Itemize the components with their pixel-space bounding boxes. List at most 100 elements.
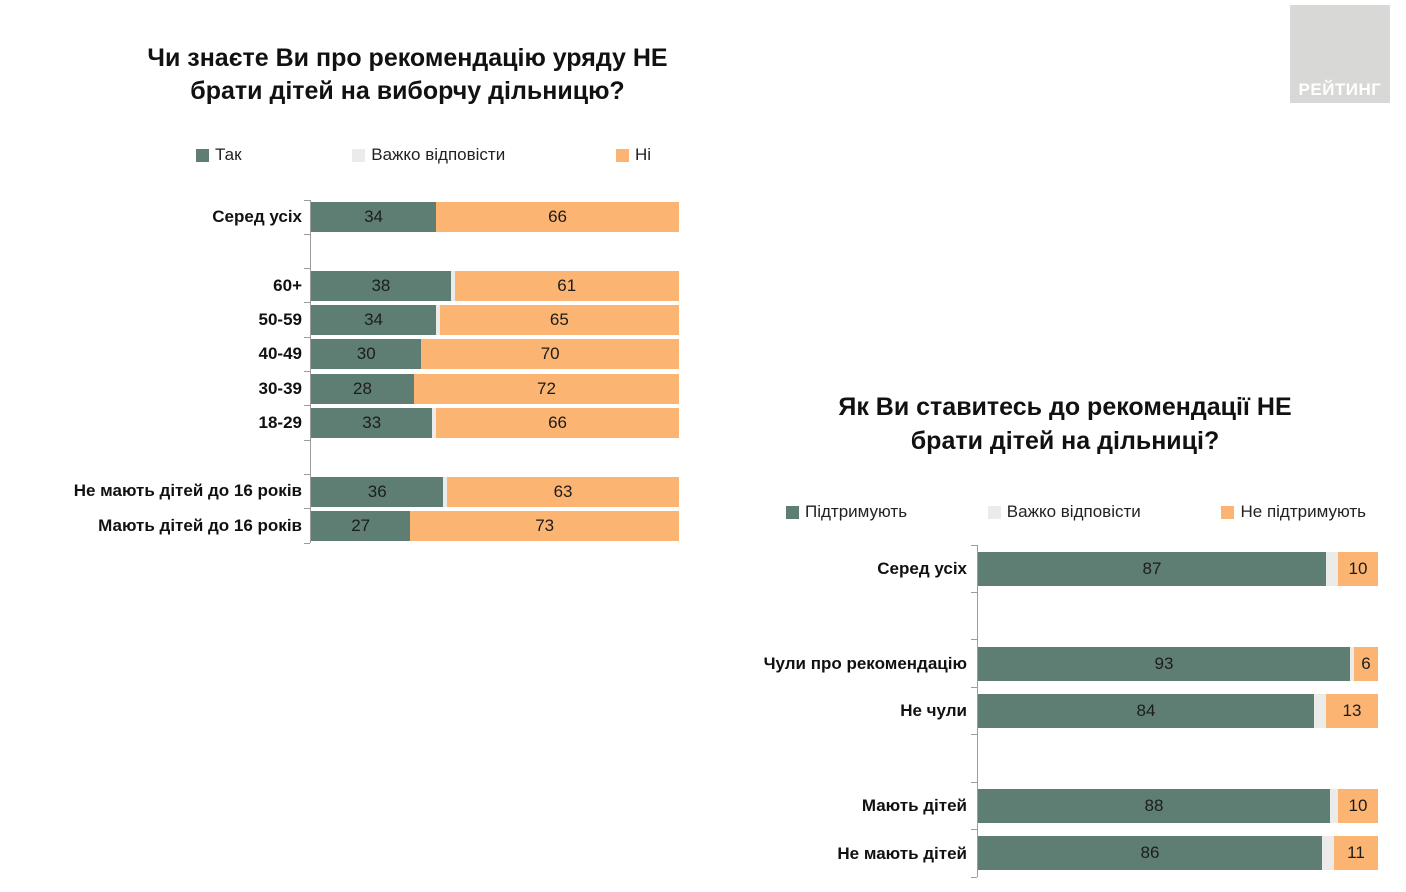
axis-tick (971, 829, 977, 831)
bar-segment: 72 (414, 373, 679, 404)
bar-value-label: 27 (351, 515, 371, 535)
chart-attitude-legend: Підтримують Важко відповісти Не підтриму… (786, 501, 1366, 523)
bar-value-label: 87 (1142, 558, 1162, 578)
legend-swatch-gray-icon (352, 148, 366, 162)
bar-segment: 34 (311, 202, 437, 233)
bar-value-label: 65 (549, 310, 569, 330)
chart-attitude-plot: 87 10 93 6 84 13 88 10 86 11 (971, 544, 1378, 878)
axis-tick (971, 876, 977, 878)
bar-row: 86 11 (978, 836, 1378, 871)
bar-segment (1326, 551, 1338, 586)
y-axis-line (310, 200, 311, 543)
bar-segment: 11 (1334, 836, 1378, 871)
bar-value-label: 86 (1140, 843, 1160, 863)
legend-item-vazhko: Важко відповісти (352, 145, 505, 165)
axis-tick (304, 508, 310, 510)
bar-value-label: 84 (1136, 701, 1156, 720)
bar-segment: 27 (311, 510, 411, 541)
axis-tick (971, 591, 977, 593)
bar-segment: 73 (410, 510, 679, 541)
axis-tick (304, 199, 310, 201)
bar-segment: 33 (311, 407, 433, 438)
bar-segment (1350, 646, 1354, 681)
bar-row: 38 61 (311, 270, 679, 301)
axis-tick (971, 639, 977, 641)
chart-attitude-category-labels: Серед усіх Чули про рекомендацію Не чули Ма… (700, 545, 967, 877)
legend-item-tak: Так (196, 145, 242, 165)
legend-label-pidtrymuyut: Підтримують (805, 502, 908, 521)
category-label: Серед усіх (212, 207, 302, 226)
bar-row: 93 6 (978, 646, 1378, 681)
legend-label-ni: Ні (634, 145, 651, 164)
bar-value-label: 61 (557, 275, 577, 295)
bar-row: 88 10 (978, 788, 1378, 823)
bar-value-label: 93 (1154, 653, 1174, 673)
axis-tick (304, 473, 310, 475)
bar-row: 30 70 (311, 339, 679, 370)
legend-swatch-green-icon (786, 505, 799, 519)
category-label: Мають дітей (861, 796, 967, 816)
legend-label-vazhko: Важко відповісти (1006, 502, 1141, 521)
bar-segment (1330, 788, 1338, 823)
chart-attitude-title-line2: брати дітей на дільниці? (910, 427, 1220, 455)
bar-row: 28 72 (311, 373, 679, 404)
bar-value-label: 11 (1347, 843, 1365, 863)
axis-tick (304, 268, 310, 270)
bar-segment: 10 (1338, 551, 1378, 586)
bar-segment: 10 (1338, 788, 1378, 823)
chart-attitude-title-line1: Як Ви ставитесь до рекомендації НЕ (838, 393, 1292, 421)
legend-label-tak: Так (215, 145, 242, 164)
axis-tick (971, 734, 977, 736)
bar-value-label: 36 (367, 481, 387, 501)
bar-value-label: 66 (548, 207, 567, 227)
bar-segment (1322, 836, 1334, 871)
legend-item-ni: Ні (615, 145, 651, 165)
bar-value-label: 30 (356, 344, 376, 364)
axis-tick (971, 544, 977, 546)
bar-value-label: 63 (553, 481, 573, 501)
chart-awareness-category-labels: Серед усіх 60+ 50-59 40-49 30-39 18-29 Не мают… (18, 200, 302, 543)
bar-segment: 34 (311, 305, 437, 336)
bar-segment: 13 (1326, 694, 1378, 728)
axis-tick (304, 371, 310, 372)
bar-segment (443, 476, 448, 507)
axis-tick (971, 686, 977, 688)
chart-attitude-title: Як Ви ставитесь до рекомендації НЕ брати… (770, 390, 1360, 458)
legend-swatch-orange-icon (1221, 505, 1235, 519)
chart-awareness-plot: 34 66 38 61 34 65 30 70 28 72 33 66 36 63 27 73 (304, 199, 679, 544)
bar-segment (432, 407, 437, 438)
bar-segment (450, 270, 455, 301)
bar-segment: 28 (311, 373, 415, 404)
category-label: 18-29 (258, 412, 302, 432)
bar-segment (436, 305, 440, 336)
bar-value-label: 33 (362, 412, 382, 432)
bar-segment: 86 (978, 836, 1322, 871)
category-label: Чули про рекомендацію (763, 653, 967, 673)
category-label: 50-59 (258, 309, 302, 329)
legend-swatch-green-icon (196, 148, 209, 162)
chart-awareness-legend: Так Важко відповісти Ні (196, 144, 651, 166)
bar-segment: 66 (436, 202, 679, 233)
bar-segment: 70 (421, 339, 679, 370)
bar-segment: 6 (1354, 646, 1378, 681)
bar-segment: 61 (454, 270, 679, 301)
bar-segment: 30 (311, 339, 422, 370)
bar-segment: 38 (311, 270, 451, 301)
axis-tick (304, 542, 310, 544)
bar-segment (1314, 694, 1326, 728)
category-label: Мають дітей до 16 років (98, 515, 302, 535)
bar-value-label: 6 (1361, 653, 1371, 673)
legend-swatch-gray-icon (987, 505, 1001, 519)
legend-label-vazhko: Важко відповісти (371, 145, 506, 164)
axis-tick (304, 233, 310, 235)
bar-row: 84 13 (978, 694, 1378, 728)
bar-value-label: 10 (1348, 558, 1368, 578)
bar-value-label: 34 (364, 207, 384, 227)
axis-tick (304, 302, 310, 304)
bar-segment: 93 (978, 646, 1350, 681)
bar-value-label: 38 (371, 275, 391, 295)
category-label: Не мають дітей (837, 843, 967, 863)
bar-value-label: 88 (1144, 795, 1164, 815)
legend-label-ne-pidtrymuyut: Не підтримують (1240, 502, 1366, 521)
